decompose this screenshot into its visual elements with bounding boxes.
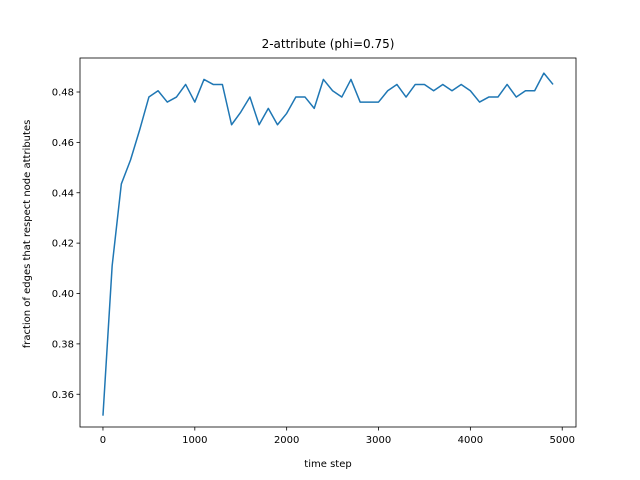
y-tick-label-6: 0.48: [52, 88, 74, 99]
y-tick-label-2: 0.40: [52, 289, 74, 300]
x-tick-label-2000: 2000: [274, 435, 299, 446]
x-tick-label-1000: 1000: [182, 435, 207, 446]
plot-area: 0 1000 2000 3000 4000 5000 0.36 0.38 0.40 0.42 0.4…: [52, 57, 577, 446]
y-tick-label-0: 0.36: [52, 390, 74, 401]
y-tick-label-3: 0.42: [52, 239, 74, 250]
x-axis-label: time step: [304, 459, 351, 470]
y-tick-label-1: 0.38: [52, 339, 74, 350]
x-tick-label-4000: 4000: [458, 435, 483, 446]
y-axis-label: fraction of edges that respect node attr…: [22, 120, 33, 349]
series-line: [102, 72, 554, 416]
x-tick-label-0: 0: [100, 435, 106, 446]
chart-title: 2-attribute (phi=0.75): [262, 37, 395, 51]
x-tick-label-5000: 5000: [549, 435, 574, 446]
y-tick-label-4: 0.44: [52, 188, 74, 199]
axes-frame: [79, 57, 577, 428]
y-tick-label-5: 0.46: [52, 138, 74, 149]
x-tick-label-3000: 3000: [366, 435, 391, 446]
